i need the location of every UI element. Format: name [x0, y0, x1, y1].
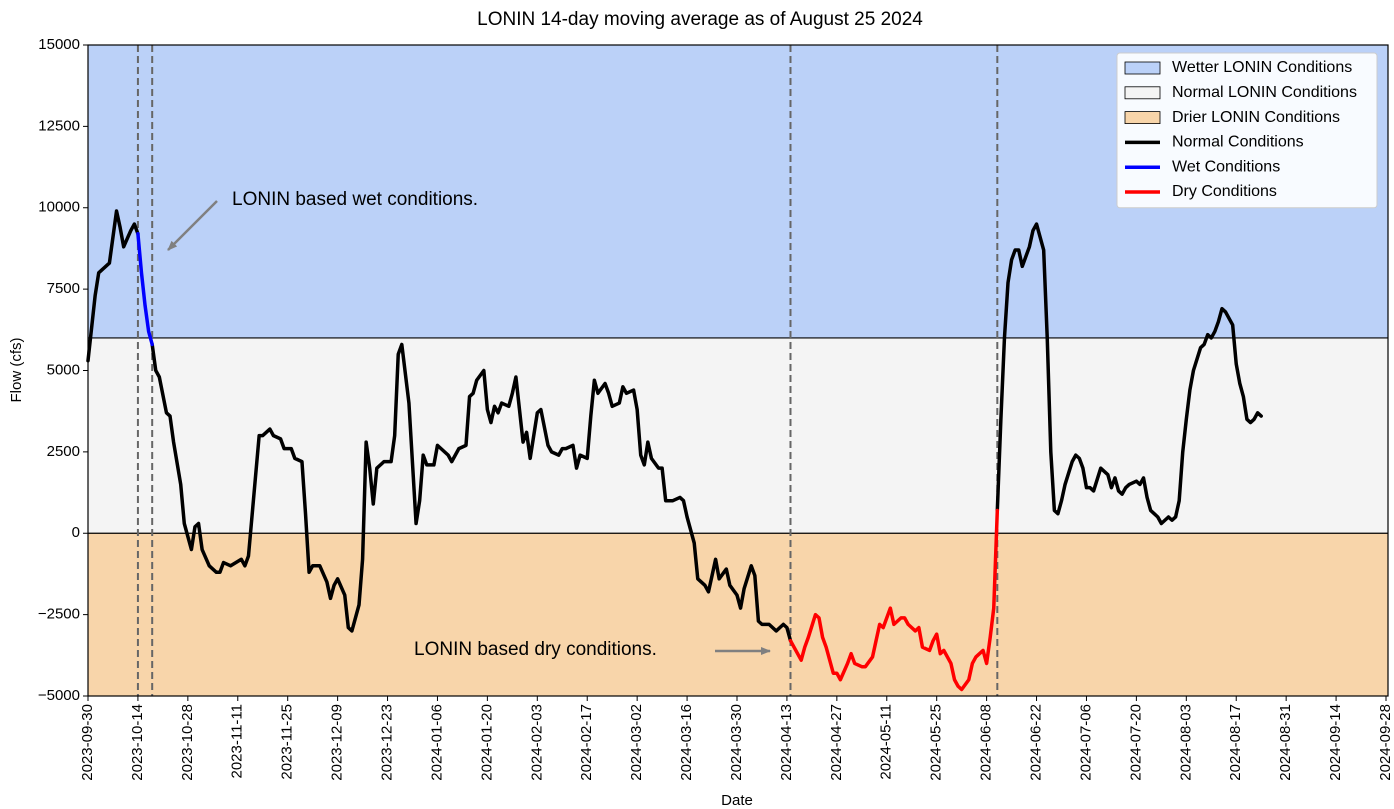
annotation-arrow — [167, 200, 218, 251]
x-tick-label: 2024-05-11 — [878, 704, 895, 780]
x-tick-label: 2024-02-17 — [578, 704, 595, 781]
x-axis-label: Date — [721, 792, 753, 809]
x-tick-label: 2024-06-22 — [1028, 704, 1045, 781]
legend-swatch — [1124, 61, 1161, 75]
x-tick-label: 2024-08-31 — [1277, 704, 1294, 781]
y-tick-label: 12500 — [38, 117, 80, 134]
y-tick-label: 15000 — [38, 36, 80, 53]
x-tick-label: 2024-02-03 — [528, 704, 545, 781]
legend-label: Normal LONIN Conditions — [1172, 84, 1357, 101]
x-tick-label: 2024-04-27 — [828, 704, 845, 781]
x-tick-label: 2024-06-08 — [978, 704, 995, 781]
data-line — [136, 232, 154, 347]
x-tick-label: 2023-09-30 — [79, 704, 96, 781]
annotation: LONIN based dry conditions. — [414, 639, 657, 660]
legend-label: Wetter LONIN Conditions — [1172, 59, 1352, 76]
x-tick-label: 2023-12-09 — [329, 704, 346, 781]
y-tick-label: 7500 — [47, 280, 80, 297]
x-tick-label: 2024-08-03 — [1177, 704, 1194, 781]
x-tick-label: 2023-11-11 — [229, 704, 246, 779]
x-tick-label: 2024-07-06 — [1077, 704, 1094, 781]
x-tick-label: 2024-09-14 — [1327, 704, 1344, 781]
legend-label: Normal Conditions — [1172, 134, 1304, 151]
x-tick-label: 2024-03-02 — [628, 704, 645, 781]
data-line — [86, 209, 1263, 643]
x-tick-label: 2024-04-13 — [778, 704, 795, 781]
legend-label: Wet Conditions — [1172, 158, 1280, 175]
x-tick-label: 2023-11-25 — [279, 704, 296, 780]
x-tick-label: 2024-07-20 — [1127, 704, 1144, 781]
x-tick-label: 2024-09-28 — [1377, 704, 1394, 781]
legend-swatch — [1124, 111, 1161, 124]
legend-box — [1116, 52, 1378, 209]
x-tick-label: 2024-01-06 — [428, 704, 445, 781]
chart-title: LONIN 14-day moving average as of August… — [477, 9, 923, 30]
data-line — [788, 508, 1000, 692]
x-tick-label: 2024-03-30 — [728, 704, 745, 781]
legend-swatch — [1124, 86, 1161, 100]
y-tick-label: 2500 — [47, 443, 80, 460]
y-tick-label: −2500 — [38, 606, 80, 623]
legend-label: Drier LONIN Conditions — [1172, 109, 1340, 126]
x-tick-label: 2023-12-23 — [379, 704, 396, 781]
y-tick-label: 5000 — [47, 361, 80, 378]
annotation: LONIN based wet conditions. — [232, 189, 478, 210]
y-tick-label: 0 — [72, 524, 80, 541]
x-tick-label: 2024-08-17 — [1227, 704, 1244, 781]
y-tick-label: 10000 — [38, 199, 80, 216]
x-tick-label: 2024-05-25 — [928, 704, 945, 781]
x-tick-label: 2023-10-14 — [129, 704, 146, 781]
y-tick-label: −5000 — [38, 687, 80, 704]
x-tick-label: 2024-01-20 — [478, 704, 495, 781]
band — [88, 533, 1388, 696]
legend-label: Dry Conditions — [1172, 183, 1277, 200]
x-tick-label: 2024-03-16 — [678, 704, 695, 781]
x-tick-label: 2023-10-28 — [179, 704, 196, 781]
y-axis-label: Flow (cfs) — [8, 338, 25, 403]
